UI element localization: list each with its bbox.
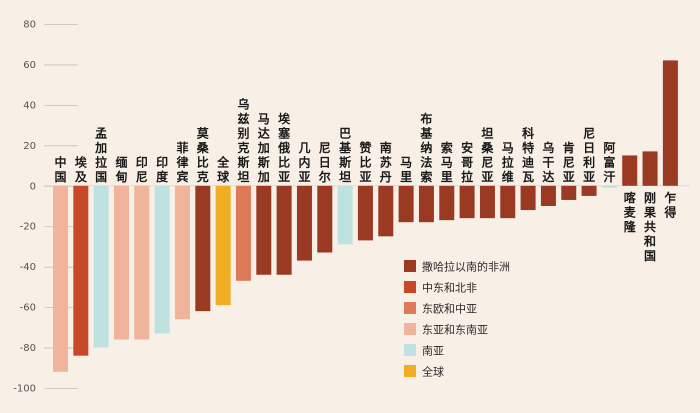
bar-20 bbox=[439, 185, 455, 221]
y-tick-label: -40 bbox=[20, 262, 36, 273]
category-label: 科特迪瓦 bbox=[522, 125, 534, 184]
bar-24 bbox=[520, 185, 536, 211]
bar-5 bbox=[134, 185, 150, 340]
category-label: 尼日尔 bbox=[319, 141, 331, 184]
y-tick-label: -80 bbox=[20, 343, 36, 354]
bar-28 bbox=[601, 185, 617, 188]
category-label: 马达加斯加 bbox=[257, 112, 270, 184]
bar-19 bbox=[418, 185, 434, 223]
bar-25 bbox=[540, 185, 556, 206]
category-label: 马拉维 bbox=[502, 141, 514, 184]
bar-10 bbox=[235, 185, 251, 281]
category-label: 喀麦隆 bbox=[624, 190, 637, 234]
category-label: 巴基斯坦 bbox=[338, 126, 352, 184]
legend-label: 东欧和中亚 bbox=[422, 303, 477, 316]
bar-4 bbox=[113, 185, 129, 340]
bar-11 bbox=[256, 185, 272, 275]
bars bbox=[53, 60, 678, 372]
category-label: 坦桑尼亚 bbox=[481, 126, 494, 184]
legend-swatch bbox=[404, 281, 416, 293]
bar-22 bbox=[479, 185, 495, 219]
legend-swatch bbox=[404, 323, 416, 335]
legend-label: 东亚和东南亚 bbox=[422, 324, 488, 337]
legend-label: 中东和北非 bbox=[422, 282, 477, 295]
legend-swatch bbox=[404, 365, 416, 377]
category-label: 印尼 bbox=[136, 155, 148, 184]
bar-1 bbox=[53, 185, 68, 372]
category-label: 菲律宾 bbox=[176, 140, 188, 184]
legend-label: 南亚 bbox=[422, 345, 444, 358]
category-label: 马里 bbox=[400, 155, 412, 184]
y-tick-label: -100 bbox=[13, 384, 36, 395]
category-label: 安哥拉 bbox=[461, 140, 473, 184]
category-label: 埃及 bbox=[75, 154, 88, 184]
category-label: 乍得 bbox=[663, 190, 676, 220]
bar-9 bbox=[215, 185, 231, 306]
y-tick-label: 80 bbox=[23, 20, 36, 31]
bar-15 bbox=[337, 185, 353, 245]
category-label: 孟加拉国 bbox=[94, 125, 107, 184]
bar-26 bbox=[561, 185, 577, 200]
bar-16 bbox=[357, 185, 373, 241]
category-labels: 中国埃及孟加拉国缅甸印尼印度菲律宾莫桑比克全球乌兹别克斯坦马达加斯加埃塞俄比亚几… bbox=[54, 96, 676, 263]
legend-label: 全球 bbox=[422, 365, 444, 379]
category-label: 莫桑比克 bbox=[197, 125, 210, 184]
legend-swatch bbox=[404, 302, 416, 314]
bar-31 bbox=[662, 60, 678, 186]
bar-23 bbox=[500, 185, 516, 219]
category-label: 几内亚 bbox=[298, 141, 310, 184]
category-label: 布基纳法索 bbox=[419, 111, 433, 184]
bar-27 bbox=[581, 185, 597, 196]
bar-14 bbox=[317, 185, 333, 253]
legend-swatch bbox=[404, 260, 416, 272]
category-label: 缅甸 bbox=[114, 154, 127, 184]
bar-13 bbox=[296, 185, 312, 261]
category-label: 赞比亚 bbox=[358, 140, 371, 184]
bar-21 bbox=[459, 185, 475, 219]
category-label: 刚果共和国 bbox=[643, 191, 656, 263]
y-tick-label: -20 bbox=[20, 222, 36, 233]
category-label: 尼日利亚 bbox=[583, 126, 595, 184]
bar-17 bbox=[378, 185, 394, 237]
bar-7 bbox=[174, 185, 190, 320]
y-tick-label: 60 bbox=[23, 60, 36, 71]
y-tick-label: 40 bbox=[23, 100, 36, 111]
category-label: 肯尼亚 bbox=[563, 140, 575, 184]
bar-2 bbox=[73, 185, 89, 356]
bar-29 bbox=[622, 155, 638, 186]
y-tick-label: 20 bbox=[23, 141, 36, 152]
bar-18 bbox=[398, 185, 414, 223]
category-label: 乌干达 bbox=[542, 140, 554, 184]
category-label: 埃塞俄比亚 bbox=[277, 111, 291, 184]
y-tick-label: 0 bbox=[30, 181, 36, 192]
legend-swatch bbox=[404, 344, 416, 356]
category-label: 索马里 bbox=[441, 140, 453, 184]
bar-6 bbox=[154, 185, 170, 334]
category-label: 全球 bbox=[216, 154, 230, 184]
y-tick-label: -60 bbox=[20, 303, 36, 314]
category-label: 乌兹别克斯坦 bbox=[236, 96, 249, 184]
bar-8 bbox=[195, 185, 211, 312]
bar-12 bbox=[276, 185, 292, 275]
category-label: 印度 bbox=[156, 155, 169, 184]
category-label: 中国 bbox=[54, 154, 66, 184]
bar-3 bbox=[93, 185, 109, 348]
category-label: 阿富汗 bbox=[603, 141, 615, 184]
legend-label: 撒哈拉以南的非洲 bbox=[422, 260, 510, 274]
category-label: 南苏丹 bbox=[380, 140, 392, 184]
bar-30 bbox=[642, 151, 658, 186]
